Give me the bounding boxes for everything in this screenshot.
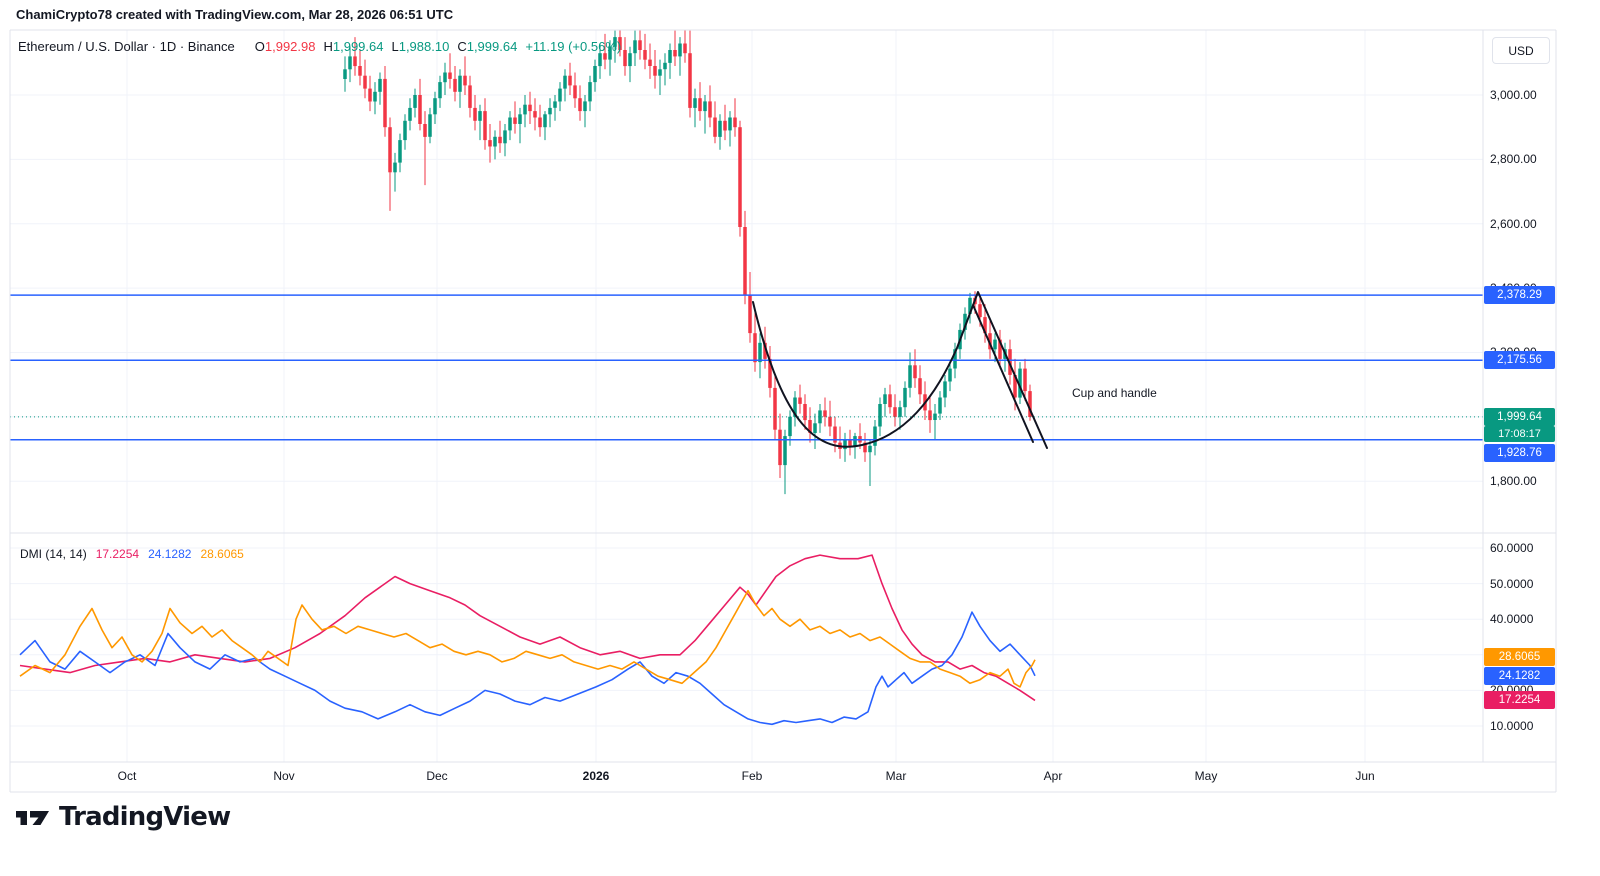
dmi-axis-label: 10.0000: [1490, 719, 1534, 734]
countdown-badge: 17:08:17: [1484, 425, 1555, 442]
tradingview-logo[interactable]: TradingView: [14, 802, 231, 832]
price-level-badge: 2,378.29: [1484, 286, 1555, 305]
symbol-legend: Ethereum / U.S. Dollar · 1D · Binance O1,…: [18, 39, 621, 54]
time-axis-label: Oct: [117, 769, 137, 783]
dmi-value-badge: 24.1282: [1484, 666, 1555, 685]
time-axis-label: Dec: [426, 769, 448, 783]
ohlc-change-value: +11.19 (+0.56%): [525, 39, 622, 54]
dmi-axis-label: 60.0000: [1490, 540, 1534, 555]
price-axis-label: 2,800.00: [1490, 152, 1537, 167]
attribution-bar: ChamiCrypto78 created with TradingView.c…: [16, 7, 454, 22]
price-axis-label: 1,800.00: [1490, 474, 1537, 489]
time-axis-label: 2026: [582, 769, 610, 783]
price-level-badge: 2,175.56: [1484, 351, 1555, 370]
dmi-minus-di-value: 28.6065: [200, 547, 244, 561]
dmi-value-badge: 28.6065: [1484, 647, 1555, 666]
time-axis-label: Nov: [273, 769, 295, 783]
ohlc-l-label: L: [391, 39, 399, 54]
time-axis-label: Apr: [1043, 769, 1063, 783]
price-axis-label: 3,000.00: [1490, 88, 1537, 102]
time-axis-label: Feb: [741, 769, 763, 783]
ohlc-c-value: 1,999.64: [466, 39, 518, 54]
dmi-plus-di-value: 24.1282: [148, 547, 192, 561]
ohlc-h-value: 1,999.64: [332, 39, 384, 54]
tradingview-mark-icon: [16, 811, 49, 825]
current-price-badge: 1,999.64: [1484, 407, 1555, 426]
dmi-adx-value: 17.2254: [95, 547, 140, 561]
dmi-legend: DMI (14, 14) 17.2254 24.1282 28.6065: [20, 547, 244, 561]
ohlc-c-label: C: [457, 39, 467, 54]
dmi-title[interactable]: DMI (14, 14): [20, 547, 87, 561]
dmi-axis-label: 50.0000: [1490, 576, 1534, 591]
price-level-badge: 1,928.76: [1484, 443, 1555, 462]
dmi-value-badge: 17.2254: [1484, 691, 1555, 710]
pattern-annotation[interactable]: Cup and handle: [1072, 386, 1157, 400]
ohlc-o-value: 1,992.98: [264, 39, 316, 54]
time-axis-label: Jun: [1355, 769, 1375, 783]
dmi-axis-label: 40.0000: [1490, 612, 1534, 627]
time-axis-label: May: [1194, 769, 1218, 783]
ohlc-l-value: 1,988.10: [398, 39, 450, 54]
logo-text: TradingView: [59, 802, 231, 832]
currency-button[interactable]: USD: [1492, 37, 1550, 64]
time-axis-label: Mar: [885, 769, 907, 783]
ohlc-o-label: O: [254, 39, 265, 54]
symbol-title[interactable]: Ethereum / U.S. Dollar · 1D · Binance: [18, 39, 235, 54]
ohlc-h-label: H: [323, 39, 333, 54]
price-axis-label: 2,600.00: [1490, 216, 1537, 231]
